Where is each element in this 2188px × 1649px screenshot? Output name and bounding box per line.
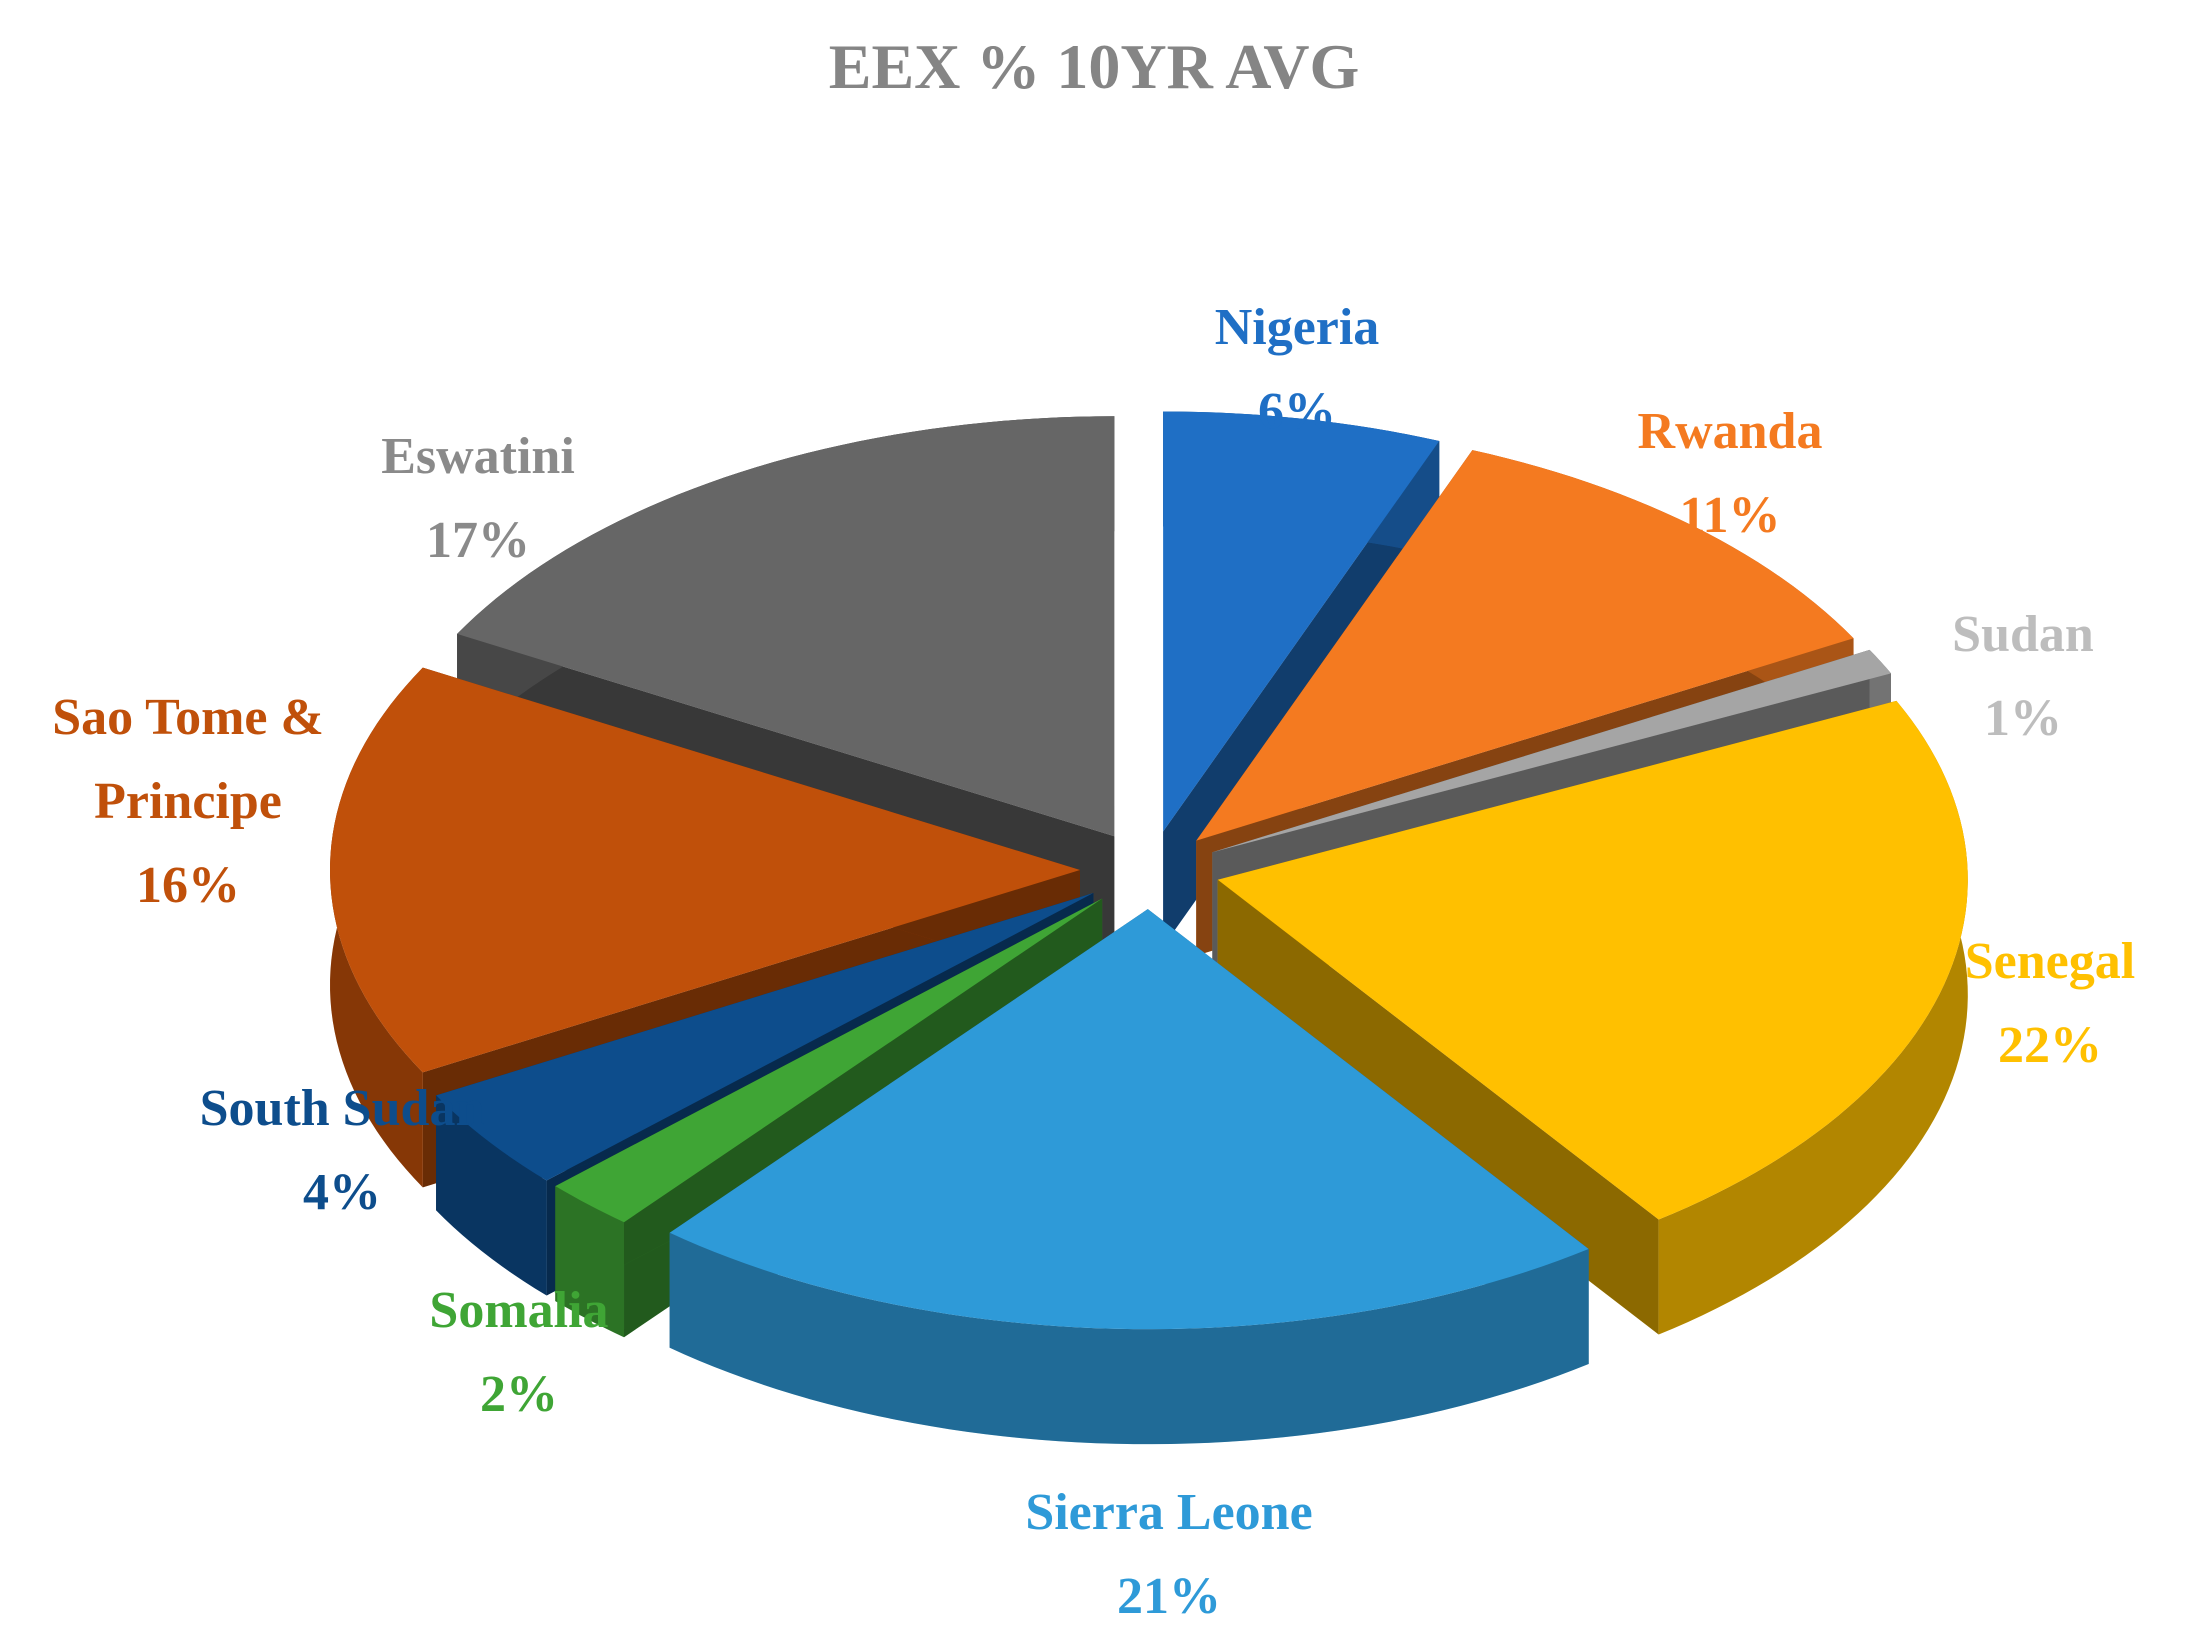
slice <box>457 416 1115 837</box>
slice <box>436 893 1094 1181</box>
slice <box>669 909 1589 1330</box>
data-label: Sudan 1% <box>1773 593 2188 761</box>
slice-side <box>555 1186 625 1338</box>
slice-side <box>669 1232 1589 1445</box>
category-name: South Sudan <box>199 1080 485 1137</box>
category-name: Somalia <box>429 1282 609 1339</box>
slice <box>555 898 1103 1223</box>
data-label: Sao Tome & Principe 16% <box>18 676 358 928</box>
slice-side-shade <box>436 1095 547 1296</box>
slice-wall <box>555 898 1103 1302</box>
data-label: Senegal 22% <box>1800 920 2188 1088</box>
slice <box>669 909 1589 1445</box>
slice-side-shade <box>669 1232 1589 1445</box>
slice <box>1217 700 1968 1335</box>
data-label: South Sudan 4% <box>92 1067 592 1235</box>
slice-side-shade <box>1658 700 1968 1335</box>
category-name: Nigeria <box>1214 299 1380 356</box>
slice <box>1212 649 1891 853</box>
slice-side <box>436 1095 547 1296</box>
slice-side-shade <box>555 1186 625 1338</box>
value-label: 16% <box>136 857 240 914</box>
value-label: 6% <box>1258 383 1336 440</box>
category-name: Sudan <box>1952 606 2094 663</box>
value-label: 2% <box>480 1366 558 1423</box>
data-label: Nigeria 6% <box>1047 286 1547 454</box>
slice-wall-shade <box>555 898 1103 1302</box>
category-name: Sierra Leone <box>1025 1484 1313 1541</box>
value-label: 21% <box>1117 1568 1221 1625</box>
chart-title: EEX % 10YR AVG <box>828 31 1360 102</box>
slice <box>1163 411 1440 832</box>
category-name: Eswatini <box>381 428 575 485</box>
data-label: Sierra Leone 21% <box>919 1471 1419 1639</box>
value-label: 4% <box>303 1164 381 1221</box>
value-label: 11% <box>1679 487 1781 544</box>
category-name: Senegal <box>1964 933 2136 990</box>
data-label: Rwanda 11% <box>1480 390 1980 558</box>
data-label: Somalia 2% <box>269 1269 769 1437</box>
value-label: 1% <box>1984 690 2062 747</box>
slice <box>330 667 1080 1073</box>
category-name: Rwanda <box>1637 403 1823 460</box>
value-label: 17% <box>426 512 530 569</box>
slice-side <box>1658 700 1968 1335</box>
value-label: 22% <box>1998 1017 2102 1074</box>
category-name: Sao Tome & Principe <box>52 689 324 830</box>
data-label: Eswatini 17% <box>228 415 728 583</box>
slice <box>1196 450 1854 841</box>
slice <box>1217 700 1968 1220</box>
